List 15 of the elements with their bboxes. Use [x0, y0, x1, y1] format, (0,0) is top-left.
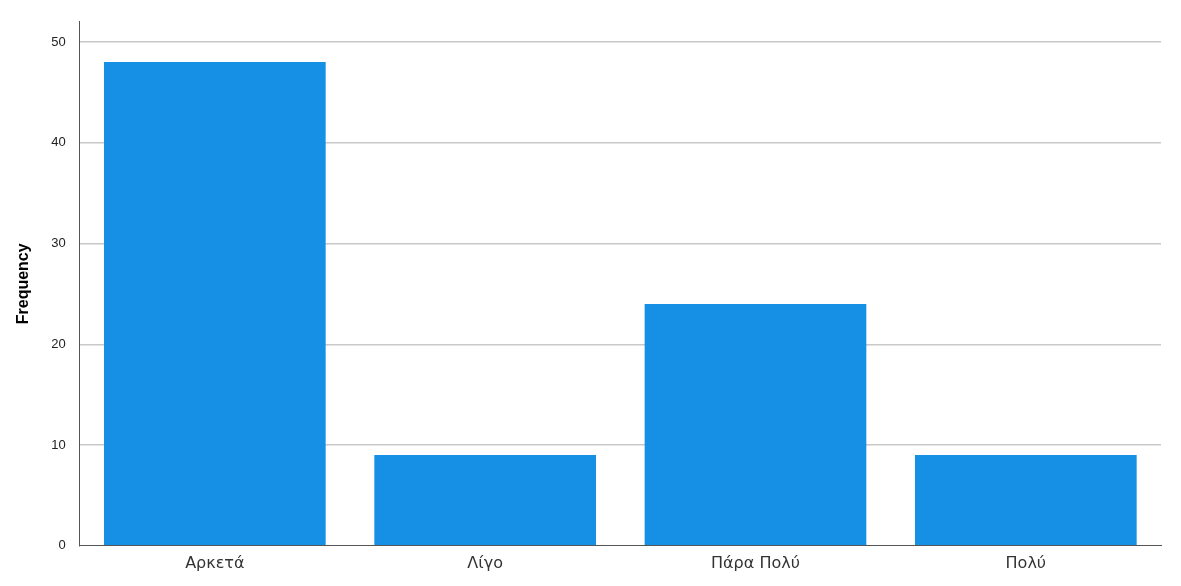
y-tick-label: 30: [51, 235, 66, 251]
x-tick-label: Λίγο: [467, 552, 503, 572]
x-tick-label: Αρκετά: [185, 552, 245, 572]
y-axis-title: Frequency: [14, 243, 32, 325]
bar: [644, 303, 867, 546]
bar: [915, 455, 1137, 546]
x-tick-label: Πάρα Πολύ: [711, 552, 800, 572]
x-tick-label: Πολύ: [1005, 552, 1047, 572]
y-tick-label: 50: [51, 33, 66, 49]
bar: [374, 455, 596, 546]
bar: [103, 62, 326, 546]
y-tick-label: 0: [58, 537, 66, 553]
y-tick-label: 40: [51, 134, 66, 150]
y-tick-label: 10: [51, 436, 66, 452]
y-tick-label: 20: [51, 335, 66, 351]
